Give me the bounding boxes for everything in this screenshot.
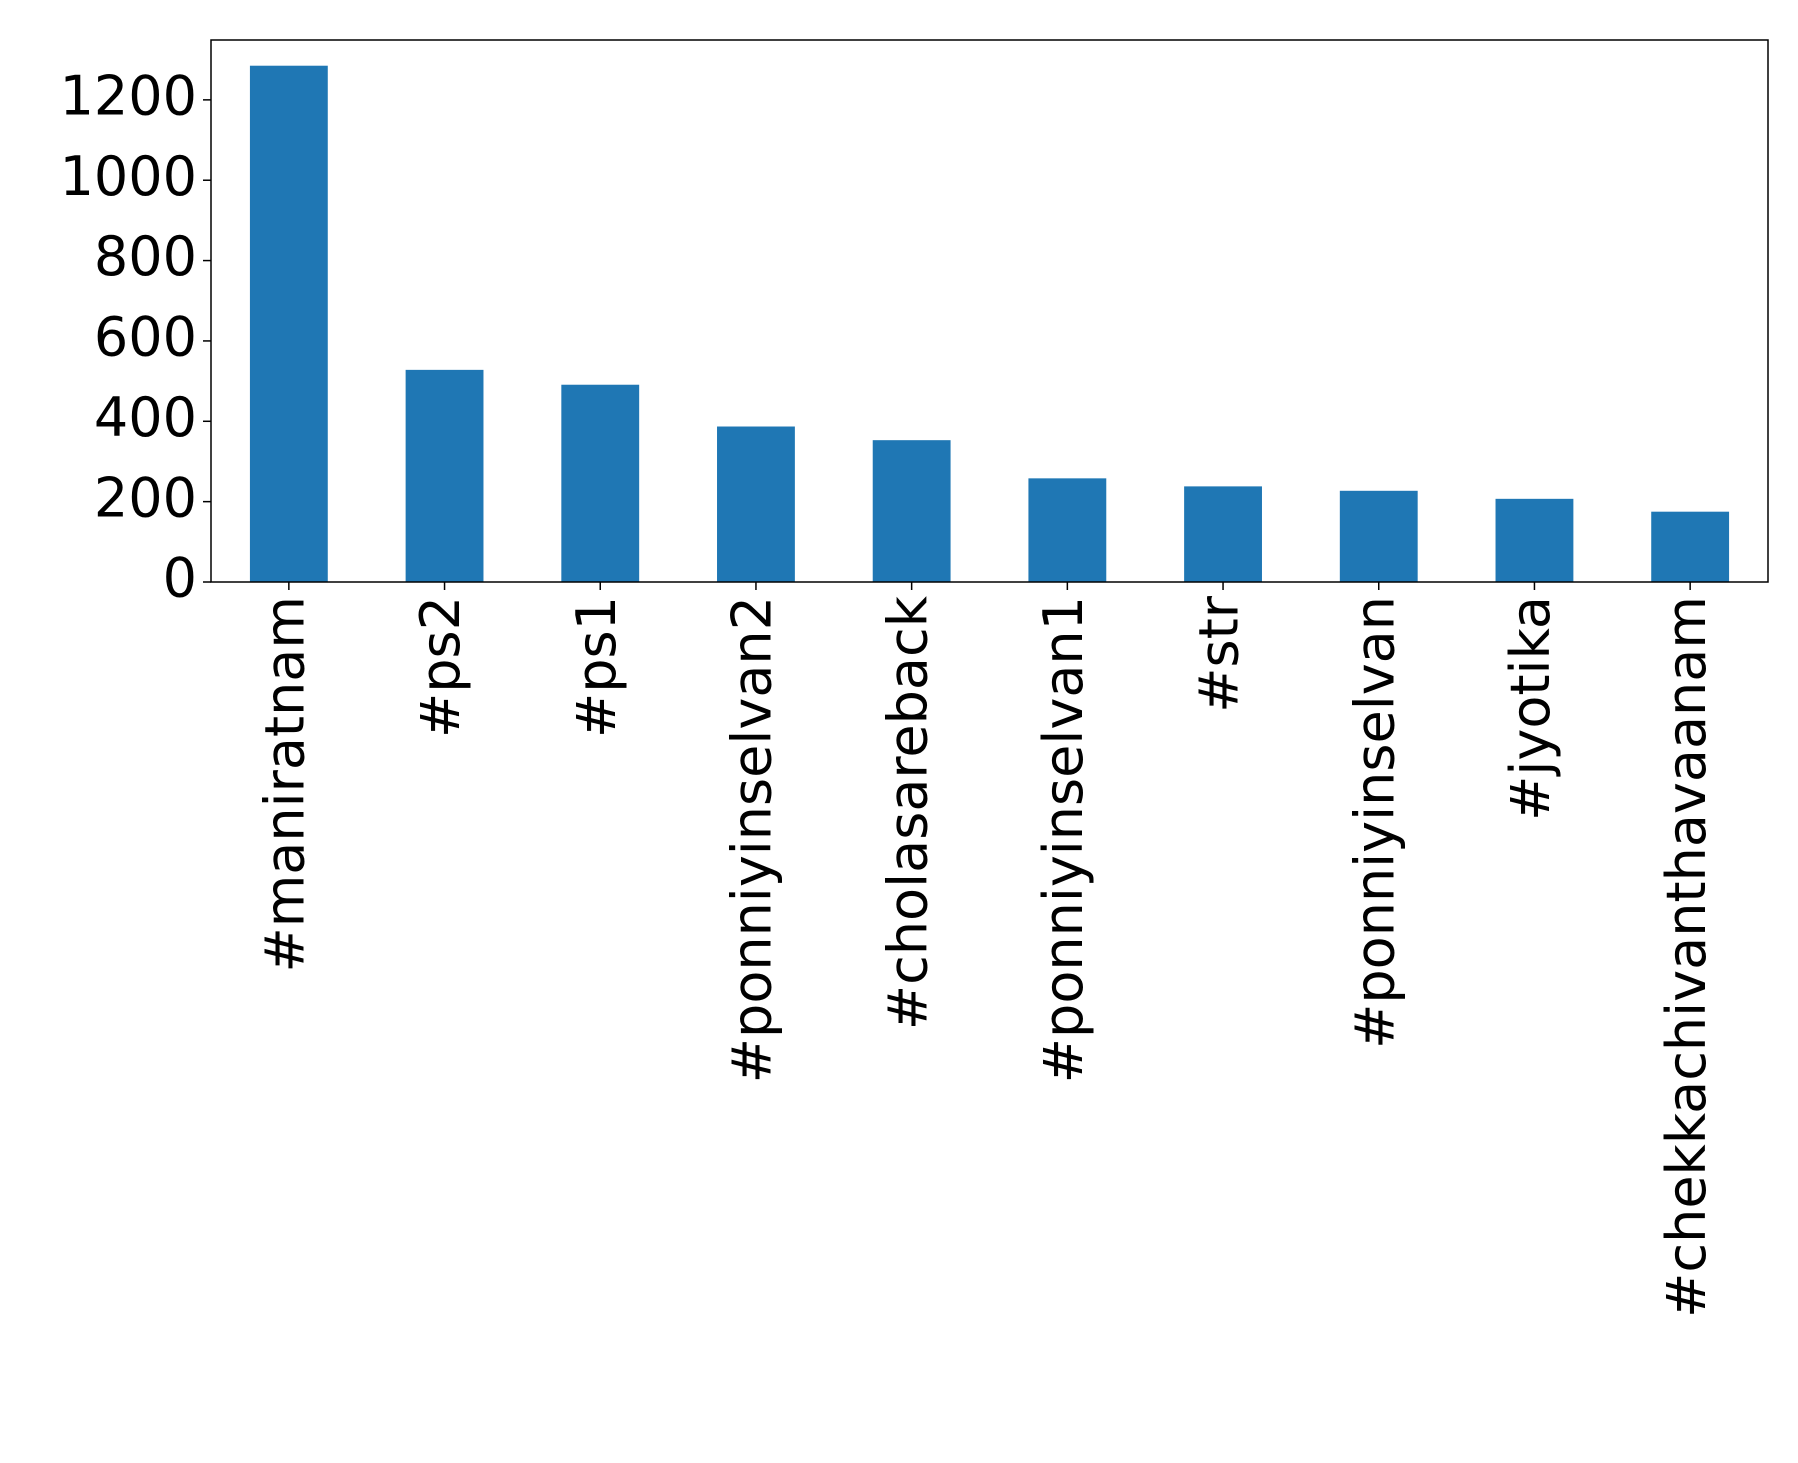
x-tick-label: #ponniyinselvan1: [1032, 596, 1095, 1083]
y-tick-label: 1200: [60, 65, 197, 128]
x-tick-label: #ponniyinselvan: [1343, 596, 1406, 1049]
y-tick-label: 400: [94, 386, 197, 449]
x-tick-label: #ps2: [409, 596, 472, 738]
x-tick-label: #str: [1188, 595, 1251, 713]
y-tick-label: 600: [94, 306, 197, 369]
bar: [872, 440, 951, 582]
y-tick-label: 0: [163, 547, 197, 610]
y-tick-label: 200: [94, 466, 197, 529]
x-tick-label: #maniratnam: [253, 596, 316, 973]
bar: [717, 426, 795, 582]
bar: [1028, 478, 1107, 582]
plot-frame: [210, 39, 1769, 583]
x-tick-label: #chekkachivanthavaanam: [1655, 596, 1718, 1318]
bar: [249, 65, 328, 582]
bar: [1651, 511, 1730, 582]
bar: [1339, 490, 1418, 582]
x-tick-label: #cholasareback: [876, 595, 939, 1030]
x-tick-label: #ps1: [565, 596, 628, 738]
bar: [405, 369, 484, 582]
bar: [561, 384, 640, 582]
y-tick-label: 1000: [60, 145, 197, 208]
bar: [1495, 498, 1574, 582]
y-tick-label: 800: [94, 225, 197, 288]
bar: [1184, 486, 1262, 582]
x-tick-label: #ponniyinselvan2: [721, 596, 784, 1083]
x-tick-label: #jyotika: [1499, 596, 1562, 821]
